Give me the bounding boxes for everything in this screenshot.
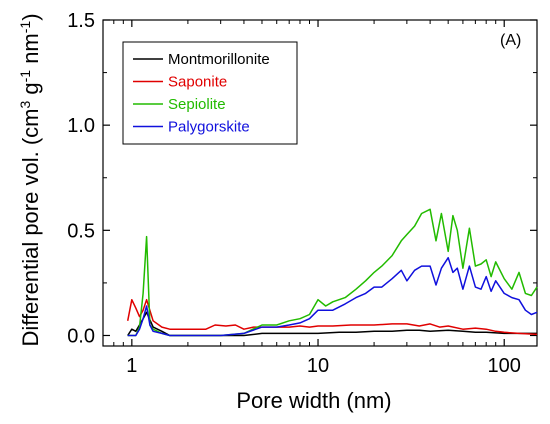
y-tick-label: 1.0: [67, 115, 95, 137]
axis-ticks: 1 10 100 0.0 0.5 1.0 1.5: [67, 10, 537, 377]
y-axis-title-sup3: -1: [17, 21, 33, 34]
legend-label: Montmorillonite: [168, 51, 270, 68]
y-axis-title-mid: g: [18, 82, 43, 100]
plot-border: [102, 19, 538, 347]
series-lines: [126, 208, 538, 337]
legend: Montmorillonite Saponite Sepiolite Palygors…: [122, 41, 298, 145]
y-axis-title-main: Differential pore vol. (cm: [18, 109, 43, 347]
series-line-palygorskite: [127, 256, 538, 337]
series-line-montmorillonite: [127, 311, 537, 337]
y-axis-title-end: ): [18, 13, 43, 20]
x-tick-label: 1: [126, 355, 137, 377]
legend-label: Palygorskite: [168, 119, 250, 136]
series-line-sepiolite: [127, 208, 538, 337]
x-tick-label: 10: [307, 355, 329, 377]
y-axis-title: Differential pore vol. (cm3 g-1 nm-1): [17, 13, 43, 346]
y-axis-title-sup2: -1: [17, 70, 33, 83]
y-tick-label: 0.0: [67, 325, 95, 347]
x-axis-title: Pore width (nm): [236, 388, 391, 413]
y-tick-label: 0.5: [67, 220, 95, 242]
y-axis-title-mid2: nm: [18, 33, 43, 70]
x-tick-label: 100: [488, 355, 521, 377]
legend-label: Sepiolite: [168, 96, 226, 113]
plot-frame: [102, 19, 538, 347]
y-axis-title-sup1: 3: [17, 101, 33, 109]
legend-label: Saponite: [168, 74, 227, 91]
y-tick-label: 1.5: [67, 10, 95, 32]
panel-label: (A): [500, 32, 521, 49]
series-line-saponite: [126, 298, 538, 336]
